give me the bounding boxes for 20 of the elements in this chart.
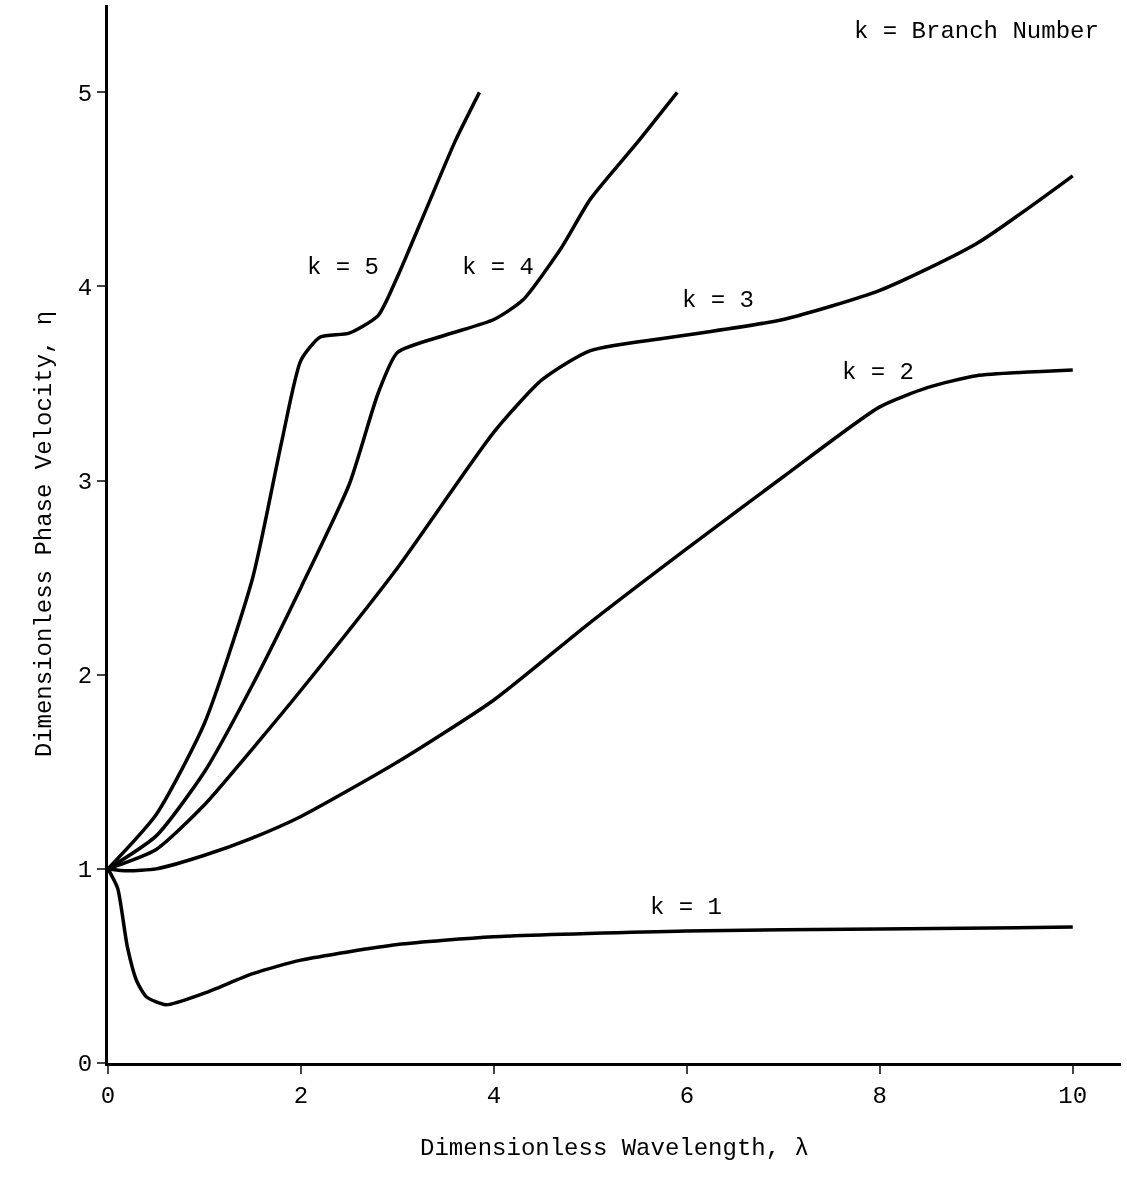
y-tick-label: 3 (77, 469, 93, 497)
x-tick-label: 4 (486, 1082, 502, 1110)
x-tick-label: 6 (679, 1082, 695, 1110)
x-tick-label: 2 (293, 1082, 309, 1110)
y-tick-label: 4 (77, 274, 93, 302)
x-tick-label: 0 (100, 1082, 116, 1110)
y-tick-label: 2 (77, 663, 93, 691)
series-label: k = 1 (650, 894, 723, 921)
annotation: k = Branch Number (854, 18, 1099, 45)
series-label: k = 4 (462, 254, 535, 281)
y-axis-title: Dimensionless Phase Velocity, η (30, 310, 58, 758)
x-axis-title: Dimensionless Wavelength, λ (420, 1135, 809, 1163)
x-tick-label: 8 (872, 1082, 888, 1110)
y-tick-label: 5 (77, 80, 93, 108)
y-tick-label: 1 (77, 857, 93, 885)
series-label: k = 5 (307, 254, 380, 281)
series-label: k = 2 (842, 359, 915, 386)
series-label: k = 3 (682, 287, 755, 314)
x-tick-label: 10 (1058, 1082, 1088, 1110)
y-tick-label: 0 (77, 1051, 93, 1079)
